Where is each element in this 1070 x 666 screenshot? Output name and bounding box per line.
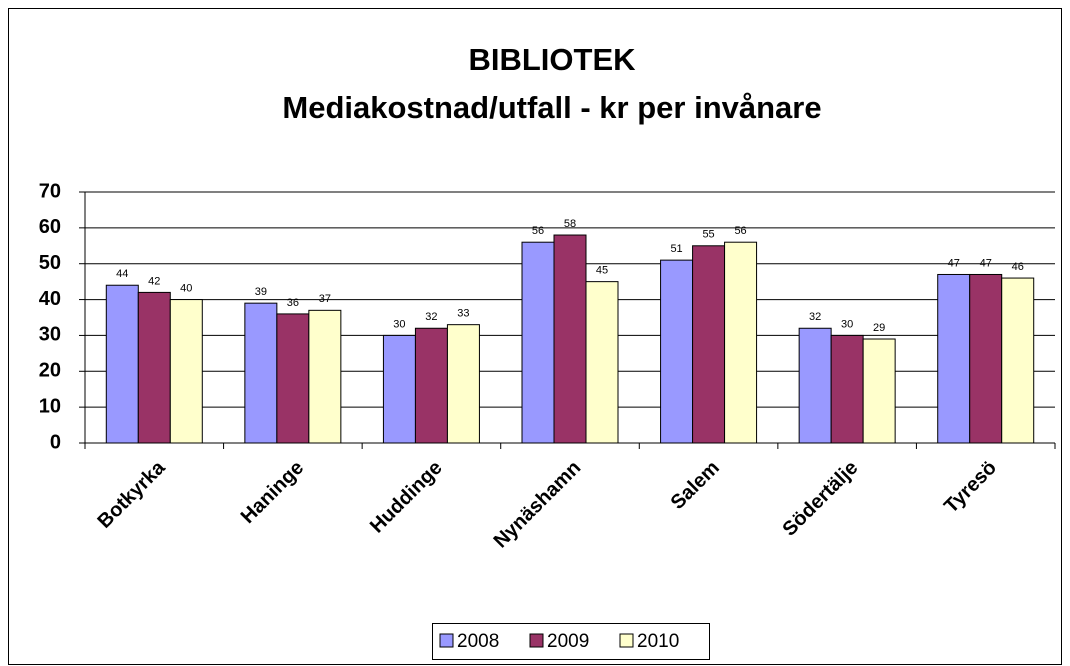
chart-title: BIBLIOTEK [468,42,636,77]
bar [382,334,416,444]
legend-box [432,623,710,660]
value-label: 42 [148,275,160,287]
chart-subtitle: Mediakostnad/utfall - kr per invånare [282,90,821,125]
value-label: 56 [734,225,746,237]
bar [276,313,310,444]
value-label: 29 [873,322,885,334]
value-label: 56 [532,225,544,237]
bar [446,324,480,444]
y-tick-label: 10 [39,395,61,417]
bar [1001,277,1035,444]
y-tick-label: 70 [39,180,61,202]
legend-label: 2010 [637,631,679,652]
bar [862,338,896,444]
y-tick-label: 50 [39,252,61,274]
bar [724,241,758,444]
legend-swatch [529,633,544,648]
bar [660,259,694,444]
value-label: 45 [596,265,608,277]
y-tick-label: 20 [39,360,61,382]
legend-label: 2008 [457,631,499,652]
bar [308,309,342,444]
value-label: 47 [948,257,960,269]
value-label: 55 [702,229,714,241]
bar [169,299,203,444]
legend-swatch [439,633,454,648]
y-tick-label: 40 [39,288,61,310]
bar [244,302,278,444]
bar [830,334,864,444]
bar [105,284,139,444]
value-label: 32 [809,311,821,323]
legend-label: 2009 [547,631,589,652]
value-label: 36 [287,297,299,309]
bar [553,234,587,444]
y-tick-label: 30 [39,324,61,346]
value-label: 30 [393,318,405,330]
value-label: 39 [255,286,267,298]
y-tick-label: 60 [39,216,61,238]
legend-swatch [619,633,634,648]
bar [798,327,832,444]
legend: 2008 2009 2010 [432,623,710,660]
bar [969,273,1003,444]
value-label: 47 [980,257,992,269]
value-label: 44 [116,268,128,280]
value-label: 51 [670,243,682,255]
bar [937,273,971,444]
value-label: 58 [564,218,576,230]
value-label: 32 [425,311,437,323]
y-tick-label: 0 [50,431,61,453]
bar [521,241,555,444]
bar [414,327,448,444]
value-label: 37 [319,293,331,305]
value-label: 33 [457,308,469,320]
bar [137,291,171,444]
value-label: 40 [180,282,192,294]
bar [692,245,726,444]
value-label: 46 [1012,261,1024,273]
bar [585,281,619,444]
value-label: 30 [841,318,853,330]
